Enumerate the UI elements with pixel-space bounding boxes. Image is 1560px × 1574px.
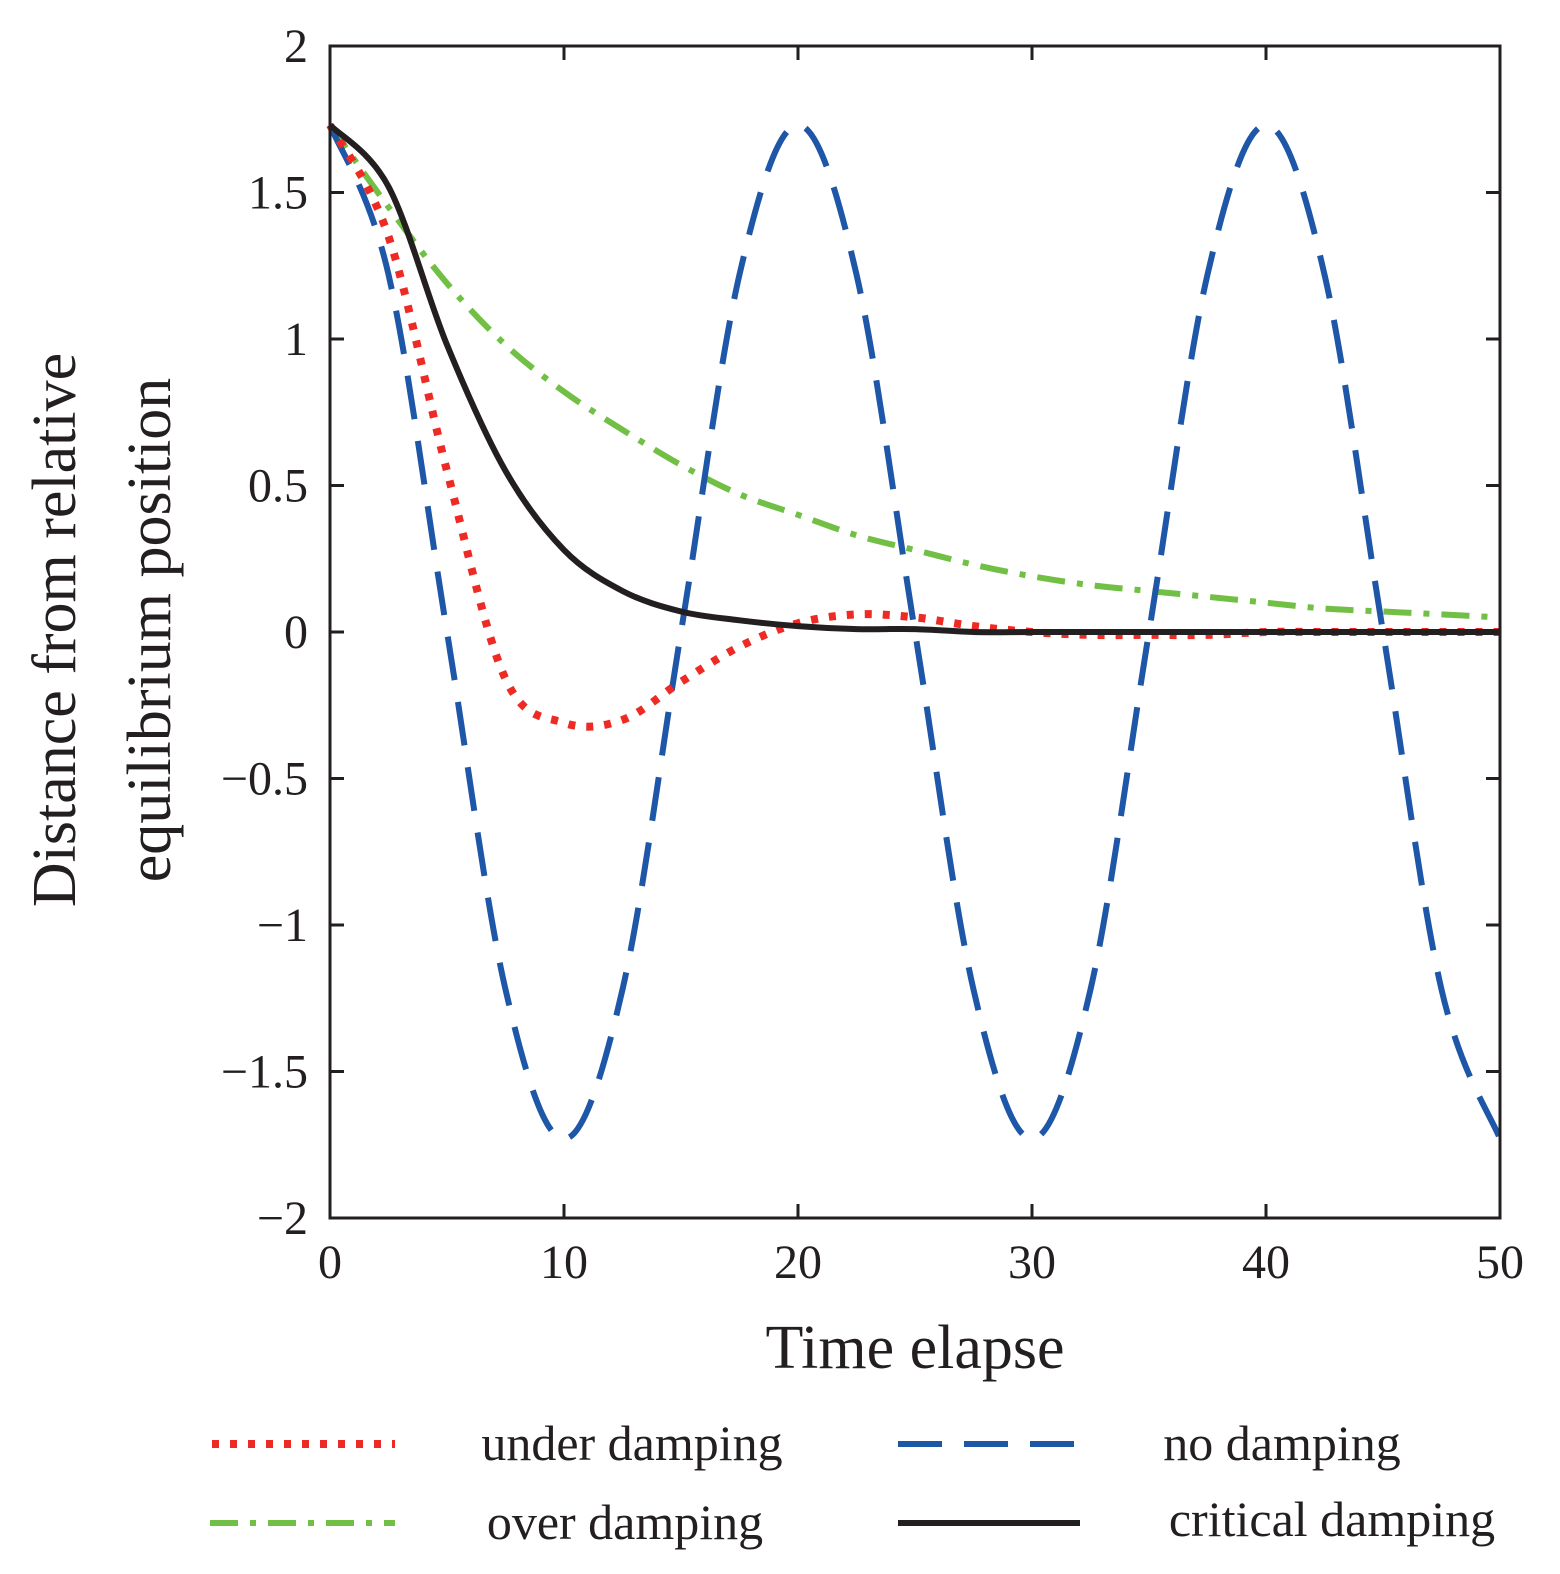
y-axis-ticks: 2 1.5 1 0.5 0 −0.5 −1 −1.5 −2 [221,20,1500,1245]
legend-label-under-damping: under damping [481,1415,782,1471]
y-tick-label: −2 [257,1192,308,1245]
y-tick-label: 0 [284,606,308,659]
x-tick-label: 0 [318,1236,342,1289]
series-line-over-damping [327,123,1501,621]
x-axis-label: Time elapse [765,1314,1064,1382]
x-axis-ticks: 0 10 20 30 40 50 [318,46,1524,1289]
y-tick-label: −0.5 [221,753,308,806]
y-axis-label: Distance from relative [21,353,89,907]
legend-label-no-damping: no damping [1163,1415,1400,1471]
y-axis-label-line-2: equilibrium position [116,378,184,883]
series-line-under-damping [326,123,1500,731]
legend: under damping no damping over damping criti… [210,1415,1495,1550]
series-line-critical-damping [327,122,1500,636]
y-tick-label: 0.5 [248,460,308,513]
y-tick-label: 1.5 [248,167,308,220]
x-tick-label: 40 [1242,1236,1290,1289]
legend-label-over-damping: over damping [487,1494,763,1550]
y-tick-label: −1 [257,899,308,952]
y-tick-label: −1.5 [221,1046,308,1099]
x-tick-label: 50 [1476,1236,1524,1289]
x-tick-label: 30 [1008,1236,1056,1289]
x-tick-label: 20 [774,1236,822,1289]
y-tick-label: 2 [284,20,308,73]
y-tick-label: 1 [284,313,308,366]
plot-series [326,122,1503,1142]
series-line-no-damping [327,122,1503,1142]
legend-label-critical-damping: critical damping [1169,1491,1495,1547]
x-tick-label: 10 [540,1236,588,1289]
